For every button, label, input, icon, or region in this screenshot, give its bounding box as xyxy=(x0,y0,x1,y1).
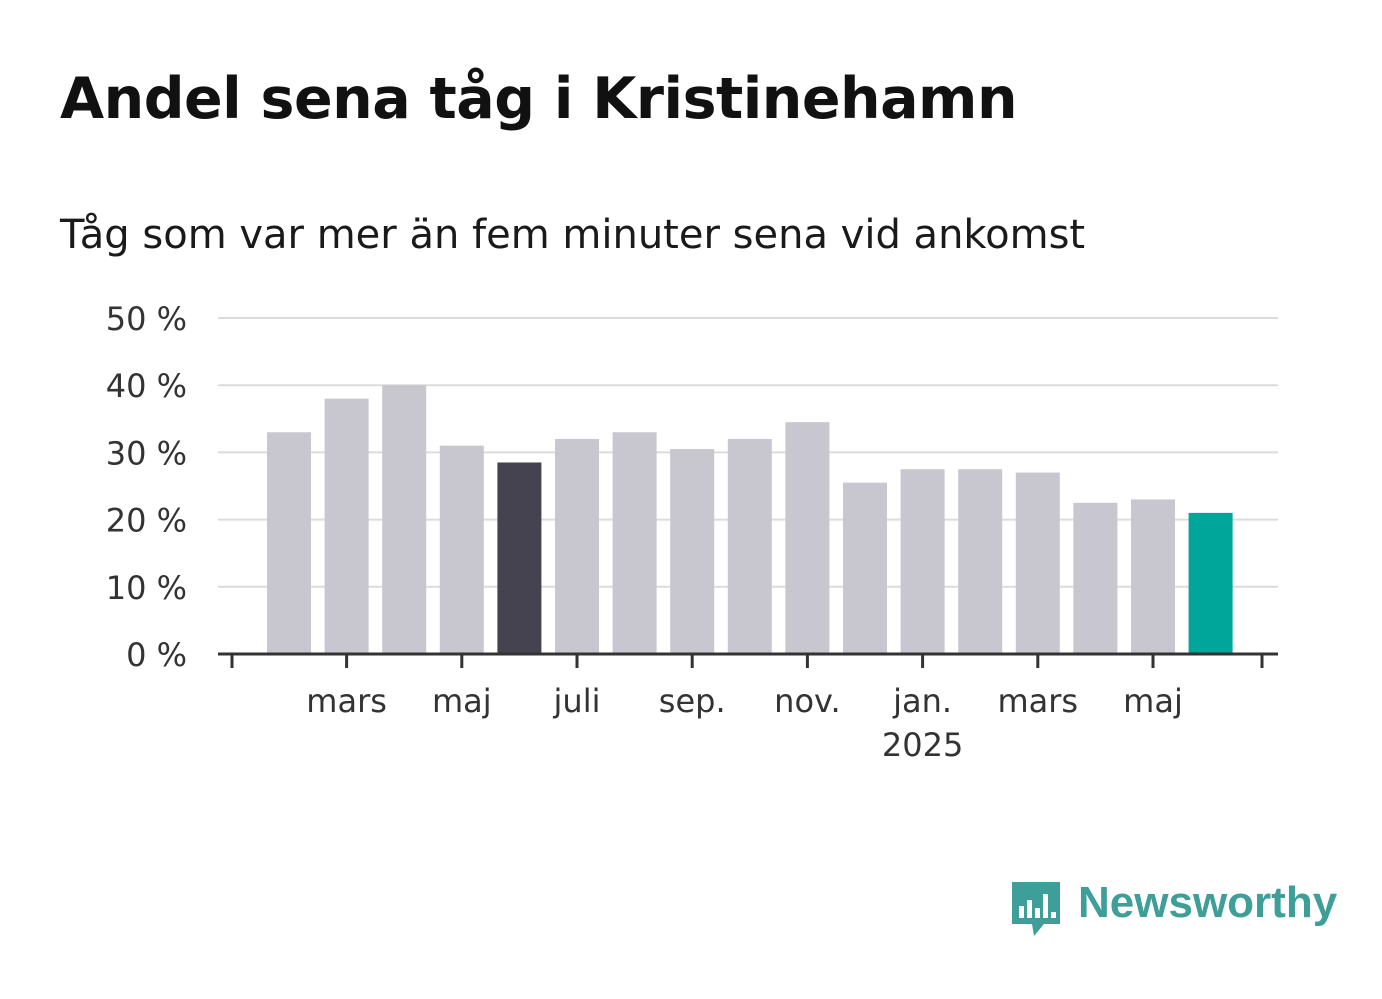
bar xyxy=(555,438,599,654)
bar xyxy=(900,469,945,654)
bar xyxy=(785,422,830,654)
bar xyxy=(324,398,369,654)
x-axis xyxy=(218,652,1278,668)
newsworthy-logo-icon xyxy=(1012,882,1060,936)
y-axis-labels: 0 % 10 % 20 % 30 % 40 % 50 % xyxy=(106,300,187,674)
x-tick-label: maj xyxy=(432,682,492,720)
y-tick-label: 30 % xyxy=(106,434,187,472)
y-tick-label: 10 % xyxy=(106,569,187,607)
bars xyxy=(267,385,1233,654)
x-tick-label: maj xyxy=(1123,682,1183,720)
x-tick-sublabel: 2025 xyxy=(882,726,963,764)
x-tick-label: jan. xyxy=(892,682,952,720)
x-tick-label: mars xyxy=(997,682,1078,720)
bar xyxy=(382,385,427,654)
y-tick-label: 40 % xyxy=(106,367,187,405)
bar xyxy=(727,438,772,654)
x-tick-label: juli xyxy=(553,682,601,720)
bar xyxy=(958,469,1003,654)
brand-name: Newsworthy xyxy=(1078,878,1338,927)
chart-subtitle: Tåg som var mer än fem minuter sena vid … xyxy=(60,212,1086,258)
bar xyxy=(497,462,542,654)
bar xyxy=(439,445,484,654)
y-tick-label: 0 % xyxy=(126,636,187,674)
bar xyxy=(267,432,311,654)
chart-title: Andel sena tåg i Kristinehamn xyxy=(60,66,1018,132)
x-axis-labels: mars maj juli sep. nov. jan. 2025 mars maj xyxy=(306,682,1183,764)
bar xyxy=(1188,512,1233,654)
bar xyxy=(1131,499,1175,654)
x-tick-label: mars xyxy=(306,682,387,720)
x-tick-label: sep. xyxy=(659,682,726,720)
y-tick-label: 50 % xyxy=(106,300,187,338)
bar xyxy=(670,449,715,654)
x-tick-label: nov. xyxy=(774,682,840,720)
bar xyxy=(843,482,887,654)
bar xyxy=(1015,472,1060,654)
bar xyxy=(1073,502,1118,654)
y-tick-label: 20 % xyxy=(106,502,187,540)
bar xyxy=(612,432,657,654)
